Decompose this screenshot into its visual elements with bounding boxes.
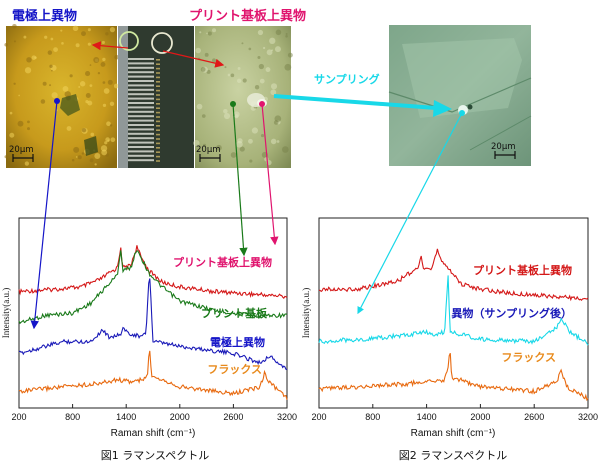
chart1-series-line	[18, 250, 288, 325]
arrow-electrode-to-spectrum	[30, 100, 58, 330]
sampling-point-marker	[459, 110, 465, 116]
chart2-xtick-label: 200	[311, 412, 326, 422]
chart1-xtick-label: 800	[65, 412, 80, 422]
chart2-series-label: プリント基板上異物	[473, 263, 572, 277]
photo-pcb	[118, 26, 194, 168]
arrow-foreign-to-spectrum	[261, 103, 279, 246]
photo-sampling	[388, 25, 532, 166]
chart1-frame	[18, 217, 288, 409]
sampling-arrow	[273, 94, 452, 117]
caption-fig2: 図2 ラマンスペクトル	[399, 449, 508, 462]
arrow-sampling-to-spectrum	[357, 112, 463, 315]
chart1-series-label: フラックス	[207, 363, 262, 376]
chart2-xtick-label: 3200	[578, 412, 598, 422]
chart2: 200 800 1400 2000 2600 3200 プリント基板上異物異物（サンプリング…	[311, 248, 598, 422]
chart2-frame	[318, 217, 589, 409]
pcb-title: プリント基板上異物	[189, 8, 306, 24]
chart1-xtick-label: 2000	[170, 412, 190, 422]
chart1-xtick-label: 3200	[277, 412, 297, 422]
arrow-to-pcb-foreign	[162, 50, 225, 68]
chart1: 200 800 1400 2000 2600 3200 プリント基板上異物プリント基板電極上…	[11, 245, 297, 422]
scale-label-2: 20μm	[196, 145, 221, 155]
arrow-pcb-to-spectrum	[232, 103, 248, 257]
chart1-series-line	[18, 245, 288, 299]
pcb-point-marker	[230, 101, 236, 107]
chart2-series-line	[318, 248, 589, 302]
arrow-to-electrode	[91, 41, 129, 51]
chart1-xtick-label: 2600	[223, 412, 243, 422]
chart2-series-label: 異物（サンプリング後）	[451, 306, 572, 320]
foreign-point-marker	[259, 101, 265, 107]
electrode-title: 電極上異物	[12, 8, 77, 24]
chart2-xlabel: Raman shift (cm⁻¹)	[411, 428, 496, 439]
chart1-series-line	[18, 350, 288, 400]
chart1-xtick-label: 1400	[116, 412, 136, 422]
chart1-series-line	[18, 278, 288, 371]
scale-bar-2	[199, 154, 221, 162]
chart2-series-line	[318, 352, 589, 402]
chart2-xtick-label: 2000	[470, 412, 490, 422]
chart2-series-line	[318, 275, 589, 346]
chart2-xtick-label: 2600	[524, 412, 544, 422]
scale-bar-3	[494, 151, 516, 159]
scale-bar-1	[12, 154, 34, 162]
chart2-xtick-label: 1400	[417, 412, 437, 422]
caption-fig1: 図1 ラマンスペクトル	[101, 449, 210, 462]
chart2-ylabel: Intensity(a.u.)	[301, 288, 311, 338]
chart1-ylabel: Intensity(a.u.)	[1, 288, 11, 338]
chart2-xtick-label: 800	[365, 412, 380, 422]
chart2-series-label: フラックス	[501, 351, 556, 364]
chart1-xtick-label: 200	[11, 412, 26, 422]
chart1-series-label: プリント基板	[201, 306, 268, 320]
scale-label-1: 20μm	[9, 145, 34, 155]
sampling-label: サンプリング	[314, 72, 380, 86]
electrode-point-marker	[54, 98, 60, 104]
scale-label-3: 20μm	[491, 142, 516, 152]
chart1-series-label: プリント基板上異物	[173, 255, 272, 269]
chart1-xlabel: Raman shift (cm⁻¹)	[111, 428, 196, 439]
chart1-series-label: 電極上異物	[210, 335, 265, 349]
